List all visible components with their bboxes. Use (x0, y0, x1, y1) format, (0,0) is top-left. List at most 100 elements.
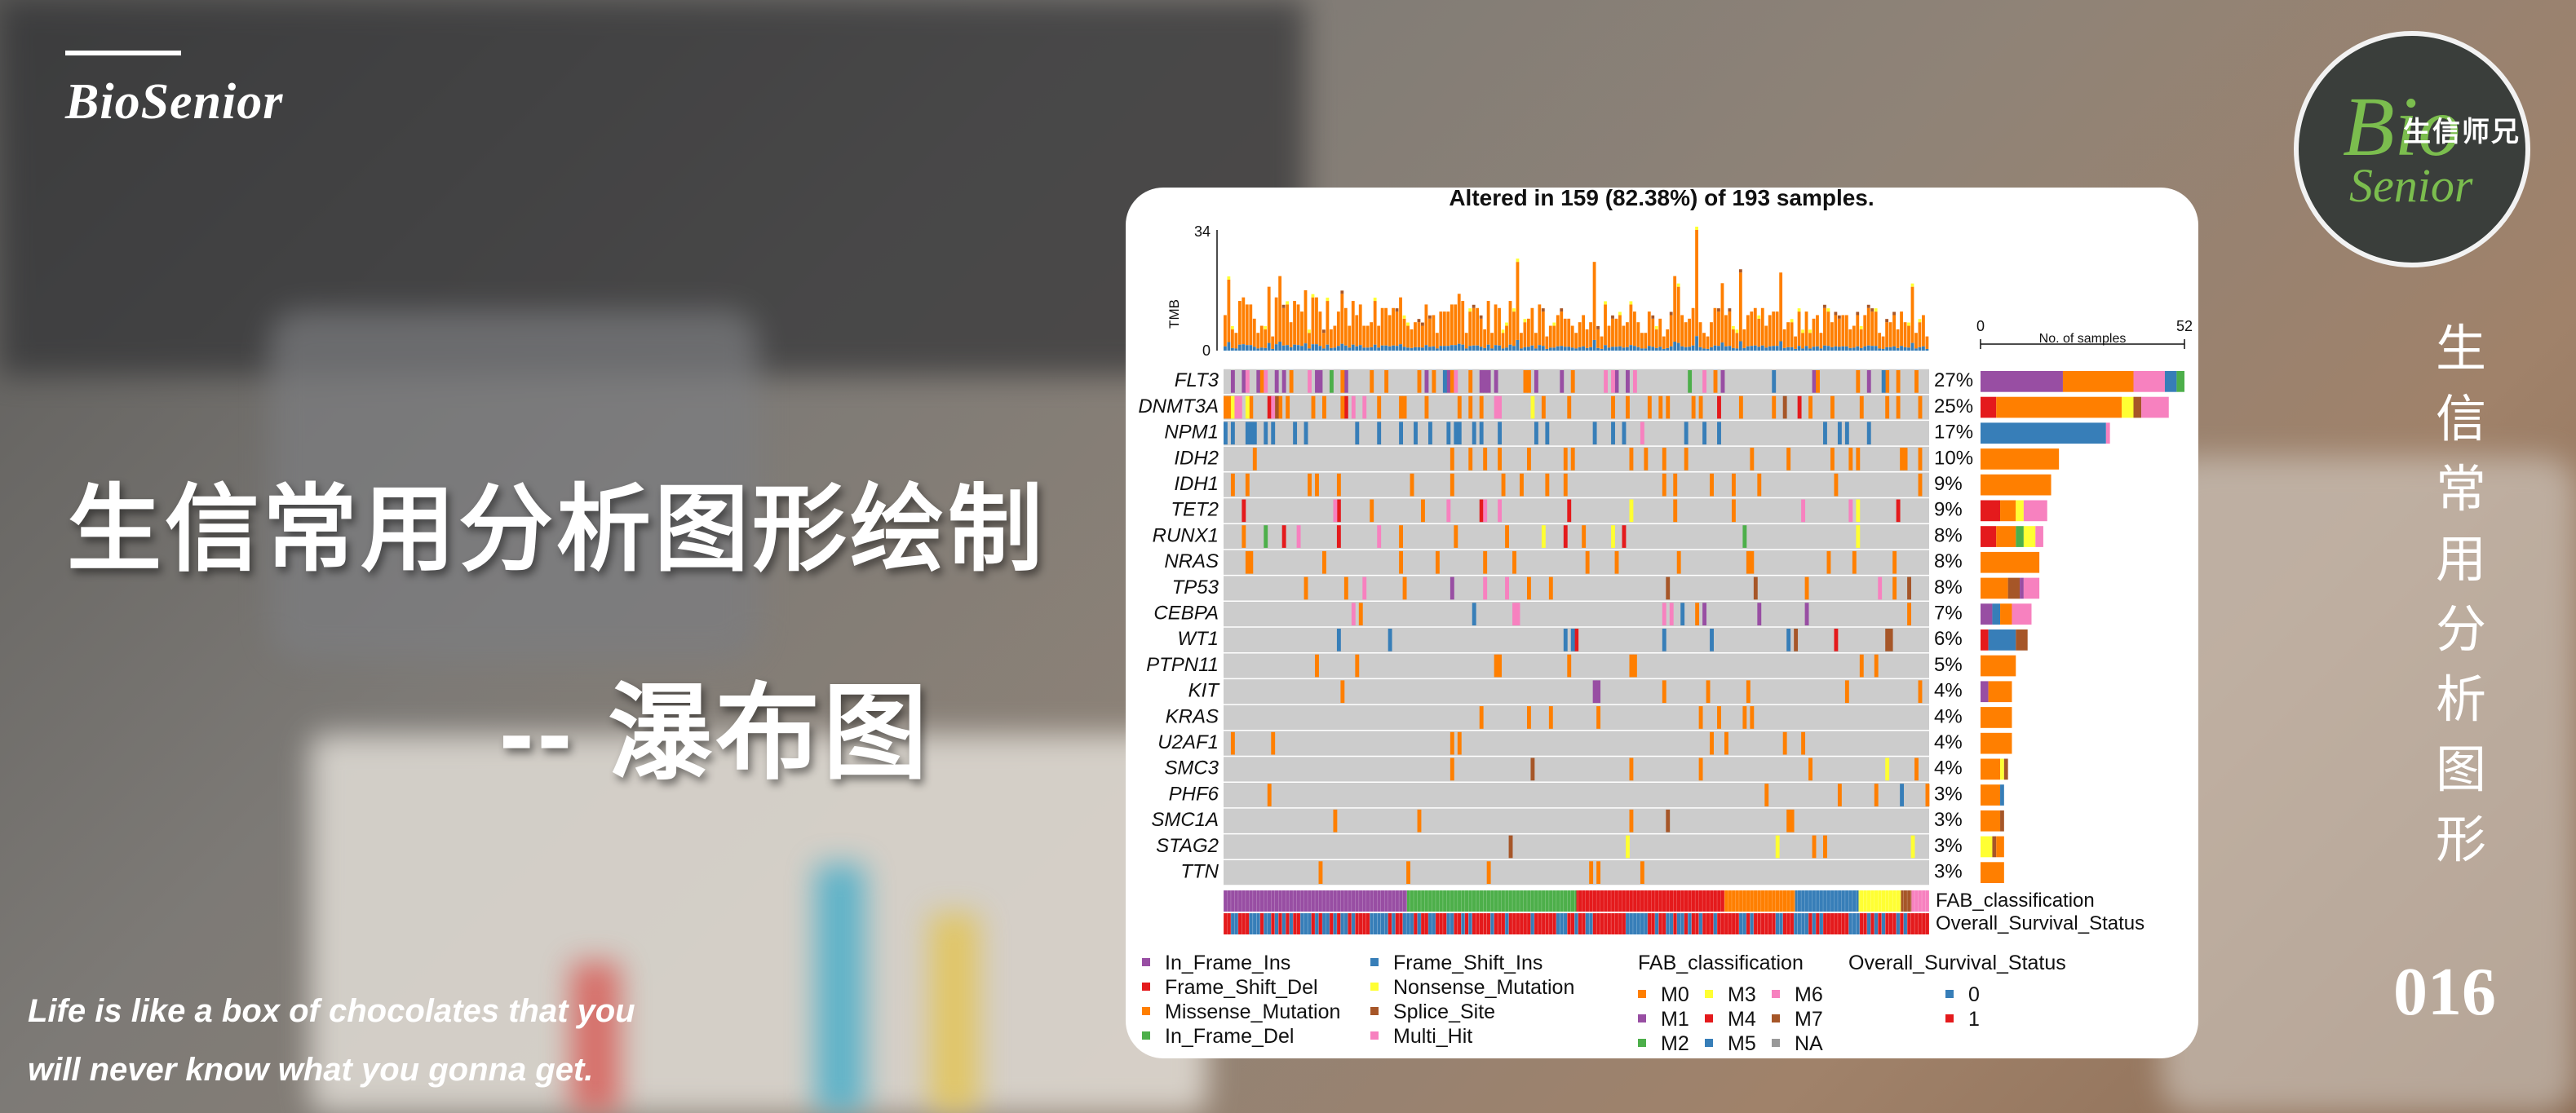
mutation-cell (1731, 473, 1736, 497)
side-bar-segment (1981, 577, 2008, 599)
tmb-bar (1358, 345, 1362, 351)
mutation-cell (1315, 473, 1319, 497)
tmb-bar (1775, 346, 1779, 351)
mutation-cell (1414, 422, 1418, 445)
mutation-cell (1351, 603, 1356, 625)
mutation-cell (1377, 395, 1382, 419)
side-bar-segment (1981, 551, 2040, 573)
survival-cell (1432, 913, 1436, 934)
survival-cell (1713, 913, 1718, 934)
mutation-cell (1498, 422, 1503, 445)
mutation-cell (1878, 576, 1883, 600)
mutation-cell (1808, 395, 1812, 419)
mutation-cell (1892, 550, 1897, 574)
tmb-bar (1274, 344, 1278, 351)
mutation-cell (1264, 422, 1268, 445)
tmb-bar (1442, 311, 1446, 347)
sub-title: -- 瀑布图 (499, 675, 931, 792)
tmb-bar (1399, 297, 1402, 345)
vertical-char: 用 (2436, 532, 2487, 588)
mutation-cell (1717, 395, 1721, 419)
gene-percent: 3% (1934, 860, 1963, 882)
tmb-bar (1866, 345, 1870, 351)
mutation-cell (1925, 784, 1930, 806)
side-bar-segment (1981, 758, 2001, 780)
mutation-cell (1632, 654, 1637, 678)
tmb-bar (1296, 345, 1300, 351)
tmb-bar (1486, 344, 1490, 351)
paper-right-shape (2162, 457, 2576, 1113)
legend: In_Frame_Ins Frame_Shift_Ins Frame_Shift_D… (1126, 188, 2198, 1058)
survival-cell (1479, 913, 1484, 934)
survival-cell (1380, 913, 1385, 934)
mutation-cell (1563, 525, 1568, 548)
tmb-bar (1596, 325, 1600, 329)
tmb-bar (1281, 307, 1286, 346)
gene-percent: 17% (1934, 422, 1973, 444)
tmb-bar (1651, 315, 1655, 319)
survival-cell (1457, 913, 1462, 934)
tmb-bar (1355, 315, 1359, 347)
tmb-bar (1520, 348, 1523, 351)
tmb-bar (1303, 343, 1308, 351)
mutation-cell (1662, 629, 1666, 651)
mutation-cell (1848, 499, 1853, 523)
tmb-bar (1844, 315, 1848, 347)
tmb-bar (1446, 346, 1450, 351)
tmb-bar (1790, 347, 1794, 351)
survival-cell (1644, 913, 1648, 934)
tmb-bar (1695, 227, 1698, 230)
mutation-cell (1859, 395, 1864, 419)
tmb-bar (1604, 345, 1607, 351)
survival-cell (1570, 913, 1575, 934)
mutation-cell (1848, 448, 1853, 470)
tmb-bar (1885, 319, 1889, 323)
survival-cell (1852, 913, 1857, 934)
survival-cell (1545, 913, 1549, 934)
mutation-cell (1582, 525, 1587, 548)
mutation-cell (1224, 422, 1228, 445)
survival-cell (1922, 913, 1926, 934)
mutation-cell (1384, 370, 1389, 393)
mutation-cell (1801, 499, 1806, 523)
tmb-bar (1421, 325, 1424, 348)
mutation-cell (1570, 629, 1575, 651)
side-bar-segment (1981, 836, 1993, 858)
mutation-cell (1417, 370, 1422, 393)
mutation-cell (1450, 757, 1454, 781)
gene-label: KIT (1188, 680, 1221, 702)
fab-segment (1576, 890, 1725, 912)
gene-label: NRAS (1164, 550, 1219, 572)
mutation-cell (1866, 422, 1871, 445)
survival-cell (1388, 913, 1392, 934)
legend-variant-item-swatch (1142, 983, 1150, 991)
mutation-cell (1256, 370, 1261, 393)
tmb-bar (1234, 333, 1238, 349)
survival-cell (1647, 913, 1652, 934)
tmb-bar (1918, 322, 1922, 347)
mutation-cell (1837, 422, 1842, 445)
legend-variant-item: Splice_Site (1393, 1000, 1496, 1023)
survival-cell (1315, 913, 1319, 934)
mutation-cell (1629, 448, 1634, 470)
mutation-cell (1399, 422, 1404, 445)
survival-cell (1267, 913, 1272, 934)
bar-shape-red (571, 962, 620, 1113)
mutation-cell (1308, 473, 1312, 497)
survival-cell (1812, 913, 1817, 934)
tmb-bar (1256, 333, 1260, 349)
mutation-cell (1516, 603, 1520, 625)
mutation-cell (1252, 448, 1257, 470)
mutation-cell (1329, 370, 1334, 393)
mutation-cell (1530, 757, 1535, 781)
survival-cell (1461, 913, 1465, 934)
side-bar-chart: 0 52 No. of samples (1976, 318, 2193, 883)
survival-cell (1351, 913, 1356, 934)
mutation-cell (1303, 576, 1308, 600)
mutation-cell (1450, 370, 1454, 393)
mutation-cell (1874, 654, 1879, 678)
survival-cell (1585, 913, 1590, 934)
survival-cell (1750, 913, 1754, 934)
mutation-cell (1402, 576, 1407, 600)
tmb-bar (1427, 347, 1432, 351)
